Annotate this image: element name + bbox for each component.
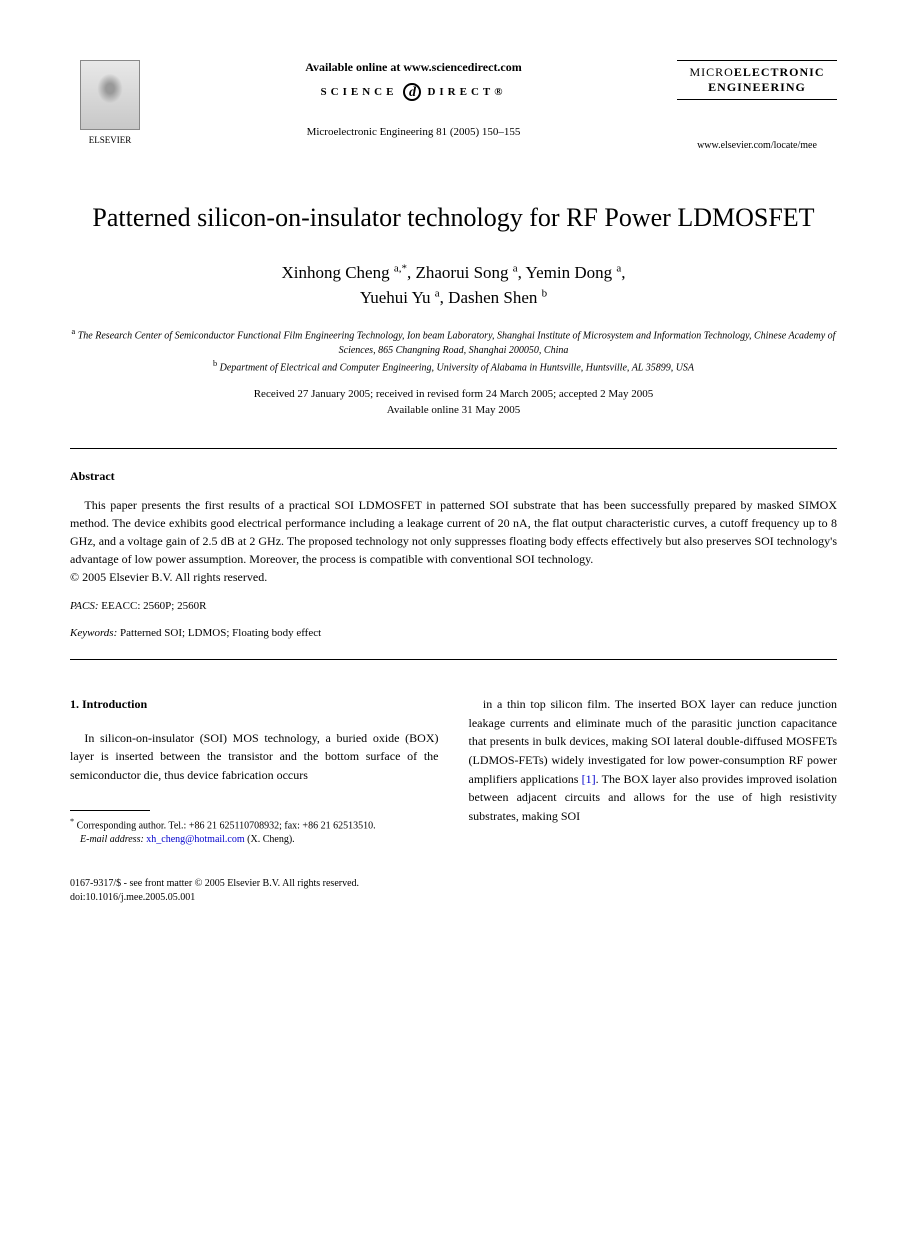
keywords-line: Keywords: Patterned SOI; LDMOS; Floating…: [70, 627, 837, 639]
center-header: Available online at www.sciencedirect.co…: [150, 60, 677, 138]
intro-para-right: in a thin top silicon film. The inserted…: [469, 695, 838, 825]
journal-box: MICROELECTRONIC ENGINEERING www.elsevier…: [677, 60, 837, 151]
corresponding-footnote: * Corresponding author. Tel.: +86 21 625…: [70, 816, 439, 847]
sd-left: SCIENCE: [321, 86, 398, 98]
rule: [70, 448, 837, 449]
sd-mark-icon: d: [403, 83, 421, 101]
ref-1-link[interactable]: [1]: [582, 772, 596, 786]
rule: [70, 659, 837, 660]
abstract-text: This paper presents the first results of…: [70, 496, 837, 568]
available-online-text: Available online at www.sciencedirect.co…: [150, 60, 677, 75]
page-footer: 0167-9317/$ - see front matter © 2005 El…: [70, 877, 837, 905]
science-direct-logo: SCIENCE d DIRECT®: [150, 83, 677, 101]
footnote-rule: [70, 810, 150, 811]
column-right: in a thin top silicon film. The inserted…: [469, 695, 838, 847]
affiliations: a The Research Center of Semiconductor F…: [70, 326, 837, 376]
sd-right: DIRECT®: [427, 86, 506, 98]
article-title: Patterned silicon-on-insulator technolog…: [70, 201, 837, 235]
page-header: ELSEVIER Available online at www.science…: [70, 60, 837, 151]
pacs-line: PACS: EEACC: 2560P; 2560R: [70, 600, 837, 612]
journal-name: MICROELECTRONIC ENGINEERING: [677, 65, 837, 95]
author-email[interactable]: xh_cheng@hotmail.com: [144, 834, 245, 845]
intro-para-left: In silicon-on-insulator (SOI) MOS techno…: [70, 729, 439, 785]
elsevier-tree-icon: [80, 60, 140, 130]
publisher-logo: ELSEVIER: [70, 60, 150, 145]
publisher-name: ELSEVIER: [70, 135, 150, 145]
journal-url[interactable]: www.elsevier.com/locate/mee: [677, 140, 837, 151]
authors: Xinhong Cheng a,*, Zhaorui Song a, Yemin…: [70, 260, 837, 311]
abstract-heading: Abstract: [70, 469, 837, 484]
column-left: 1. Introduction In silicon-on-insulator …: [70, 695, 439, 847]
citation-line: Microelectronic Engineering 81 (2005) 15…: [150, 126, 677, 138]
article-dates: Received 27 January 2005; received in re…: [70, 387, 837, 418]
abstract-copyright: © 2005 Elsevier B.V. All rights reserved…: [70, 570, 837, 585]
body-columns: 1. Introduction In silicon-on-insulator …: [70, 695, 837, 847]
intro-heading: 1. Introduction: [70, 695, 439, 714]
